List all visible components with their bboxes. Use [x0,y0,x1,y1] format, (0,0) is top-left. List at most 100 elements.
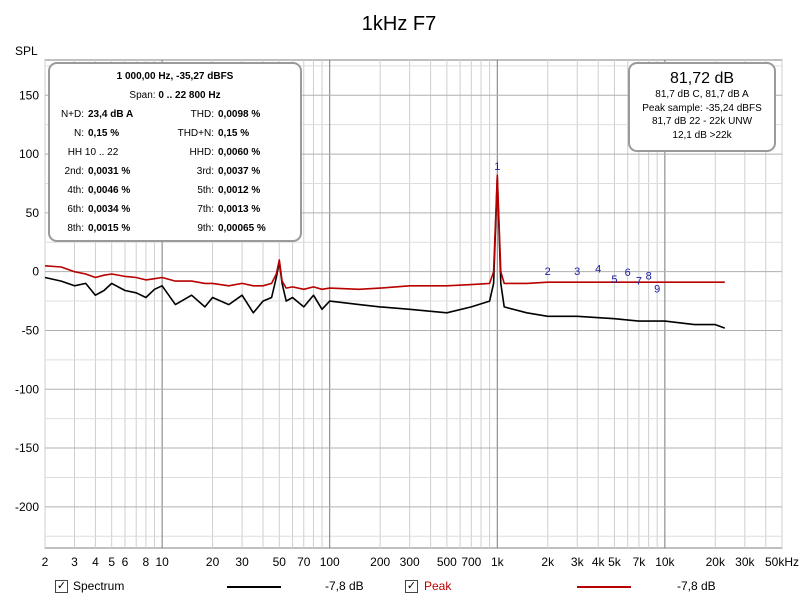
harmonic-marker: 2 [545,266,551,278]
measurement-header: 1 000,00 Hz, -35,27 dBFS [116,71,234,82]
metric-value: 0,0098 % [218,109,261,120]
metric-value: 0,00065 % [218,223,266,234]
span-label: Span: [129,90,156,101]
measurement-row: HH 10 .. 22 HHD: 0,0060 % [50,146,300,160]
x-tick-label: 300 [400,555,420,569]
level-line-4: 12,1 dB >22k [672,129,732,141]
harmonic-marker: 3 [574,266,580,278]
x-tick-label: 7k [633,555,647,569]
metric-label: N+D: [60,109,84,120]
peak-checkbox[interactable]: ✓ [405,580,418,593]
level-line-3: 81,7 dB 22 - 22k UNW [651,116,753,127]
metric-label: HH 10 .. 22 [67,147,119,158]
x-tick-label: 70 [297,555,311,569]
measurement-panel: 1 000,00 Hz, -35,27 dBFS Span: 0 .. 22 8… [48,62,302,242]
y-tick-label: -100 [15,382,39,396]
metric-label: THD+N: [177,128,214,139]
y-tick-label: 100 [19,147,39,161]
spectrum-legend-label: Spectrum [73,579,125,593]
measurement-row: 8th: 0,0015 % 9th: 0,00065 % [50,222,300,236]
level-value: 81,72 dB [669,70,735,87]
x-tick-label: 700 [461,555,481,569]
peak-legend-value: -7,8 dB [677,579,716,593]
x-tick-label: 30k [735,555,755,569]
spectrum-legend-value: -7,8 dB [325,579,364,593]
metric-value: 0,0034 % [88,204,131,215]
harmonic-marker: 5 [611,274,617,286]
metric-value: 0,0060 % [218,147,261,158]
metric-value: 23,4 dB A [88,109,134,120]
series-line-spectrum [44,176,726,329]
metric-value: 0,0013 % [218,204,261,215]
harmonic-marker: 6 [625,267,631,279]
measurement-row: N: 0,15 % THD+N: 0,15 % [50,127,300,141]
x-tick-label: 1k [491,555,505,569]
measurement-row: 6th: 0,0034 % 7th: 0,0013 % [50,203,300,217]
x-tick-label: 3k [571,555,585,569]
x-tick-label: 10k [655,555,675,569]
measurement-row: N+D: 23,4 dB A THD: 0,0098 % [50,108,300,122]
metric-value: 0,0037 % [218,166,261,177]
span-row: Span: 0 .. 22 800 Hz [50,89,300,103]
x-tick-label: 6 [122,555,129,569]
measurement-row: 2nd: 0,0031 % 3rd: 0,0037 % [50,165,300,179]
x-tick-label: 20 [206,555,220,569]
x-tick-label: 50 [273,555,287,569]
peak-swatch [577,586,631,588]
level-line-1: 81,7 dB C, 81,7 dB A [655,89,749,100]
y-tick-label: -200 [15,500,39,514]
level-panel: 81,72 dB 81,7 dB C, 81,7 dB A Peak sampl… [628,62,776,152]
x-tick-label: 20k [706,555,726,569]
peak-legend-label: Peak [424,579,452,593]
metric-label: 3rd: [196,166,214,177]
x-ticks: 2 3 4 5 6 8 10 20 30 50 70 100 200 300 500 700 1k 2k 3k 4k 5… [42,555,799,569]
metric-value: 0,0012 % [218,185,261,196]
metric-label: HHD: [189,147,214,158]
spectrum-swatch [227,586,281,588]
metric-value: 0,15 % [88,128,120,139]
x-tick-label: 100 [320,555,340,569]
metric-label: 7th: [197,204,214,215]
x-tick-label: 2 [42,555,49,569]
metric-label: THD: [190,109,214,120]
level-line-2: Peak sample: -35,24 dBFS [642,102,762,114]
x-tick-label: 5 [108,555,115,569]
x-tick-label: 3 [71,555,78,569]
x-tick-label: 10 [155,555,169,569]
metric-value: 0,0015 % [88,223,131,234]
y-ticks: 150 100 50 0 -50 -100 -150 -200 [15,88,39,514]
metric-label: 5th: [197,185,214,196]
x-tick-label: 8 [143,555,150,569]
y-tick-label: -150 [15,441,39,455]
metric-value: 0,15 % [218,128,250,139]
grid-major [45,60,782,548]
y-tick-label: 50 [26,206,40,220]
y-tick-label: -50 [22,323,40,337]
harmonic-marker: 9 [654,284,660,296]
metric-label: 2nd: [64,166,84,177]
metric-label: 4th: [67,185,84,196]
chart-title: 1kHz F7 [362,13,436,35]
harmonic-marker: 1 [494,161,500,173]
spectrum-checkbox[interactable]: ✓ [55,580,68,593]
metric-label: N: [74,128,84,139]
metric-label: 9th: [197,223,214,234]
x-tick-label: 4k [592,555,606,569]
series-layer [44,174,726,329]
y-tick-label: 150 [19,88,39,102]
harmonic-marker: 7 [636,275,642,287]
legend-spectrum: ✓ Spectrum -7,8 dB [55,578,395,594]
metric-label: 6th: [67,204,84,215]
metric-value: 0,0046 % [88,185,131,196]
metric-label: 8th: [67,223,84,234]
y-axis-label: SPL [15,44,38,58]
x-tick-label: 4 [92,555,99,569]
y-tick-label: 0 [32,265,39,279]
x-tick-label: 200 [370,555,390,569]
span-value: 0 .. 22 800 Hz [158,90,221,101]
x-tick-label: 50kHz [765,555,799,569]
harmonic-marker: 8 [646,271,652,283]
metric-value: 0,0031 % [88,166,131,177]
x-tick-label: 5k [608,555,622,569]
